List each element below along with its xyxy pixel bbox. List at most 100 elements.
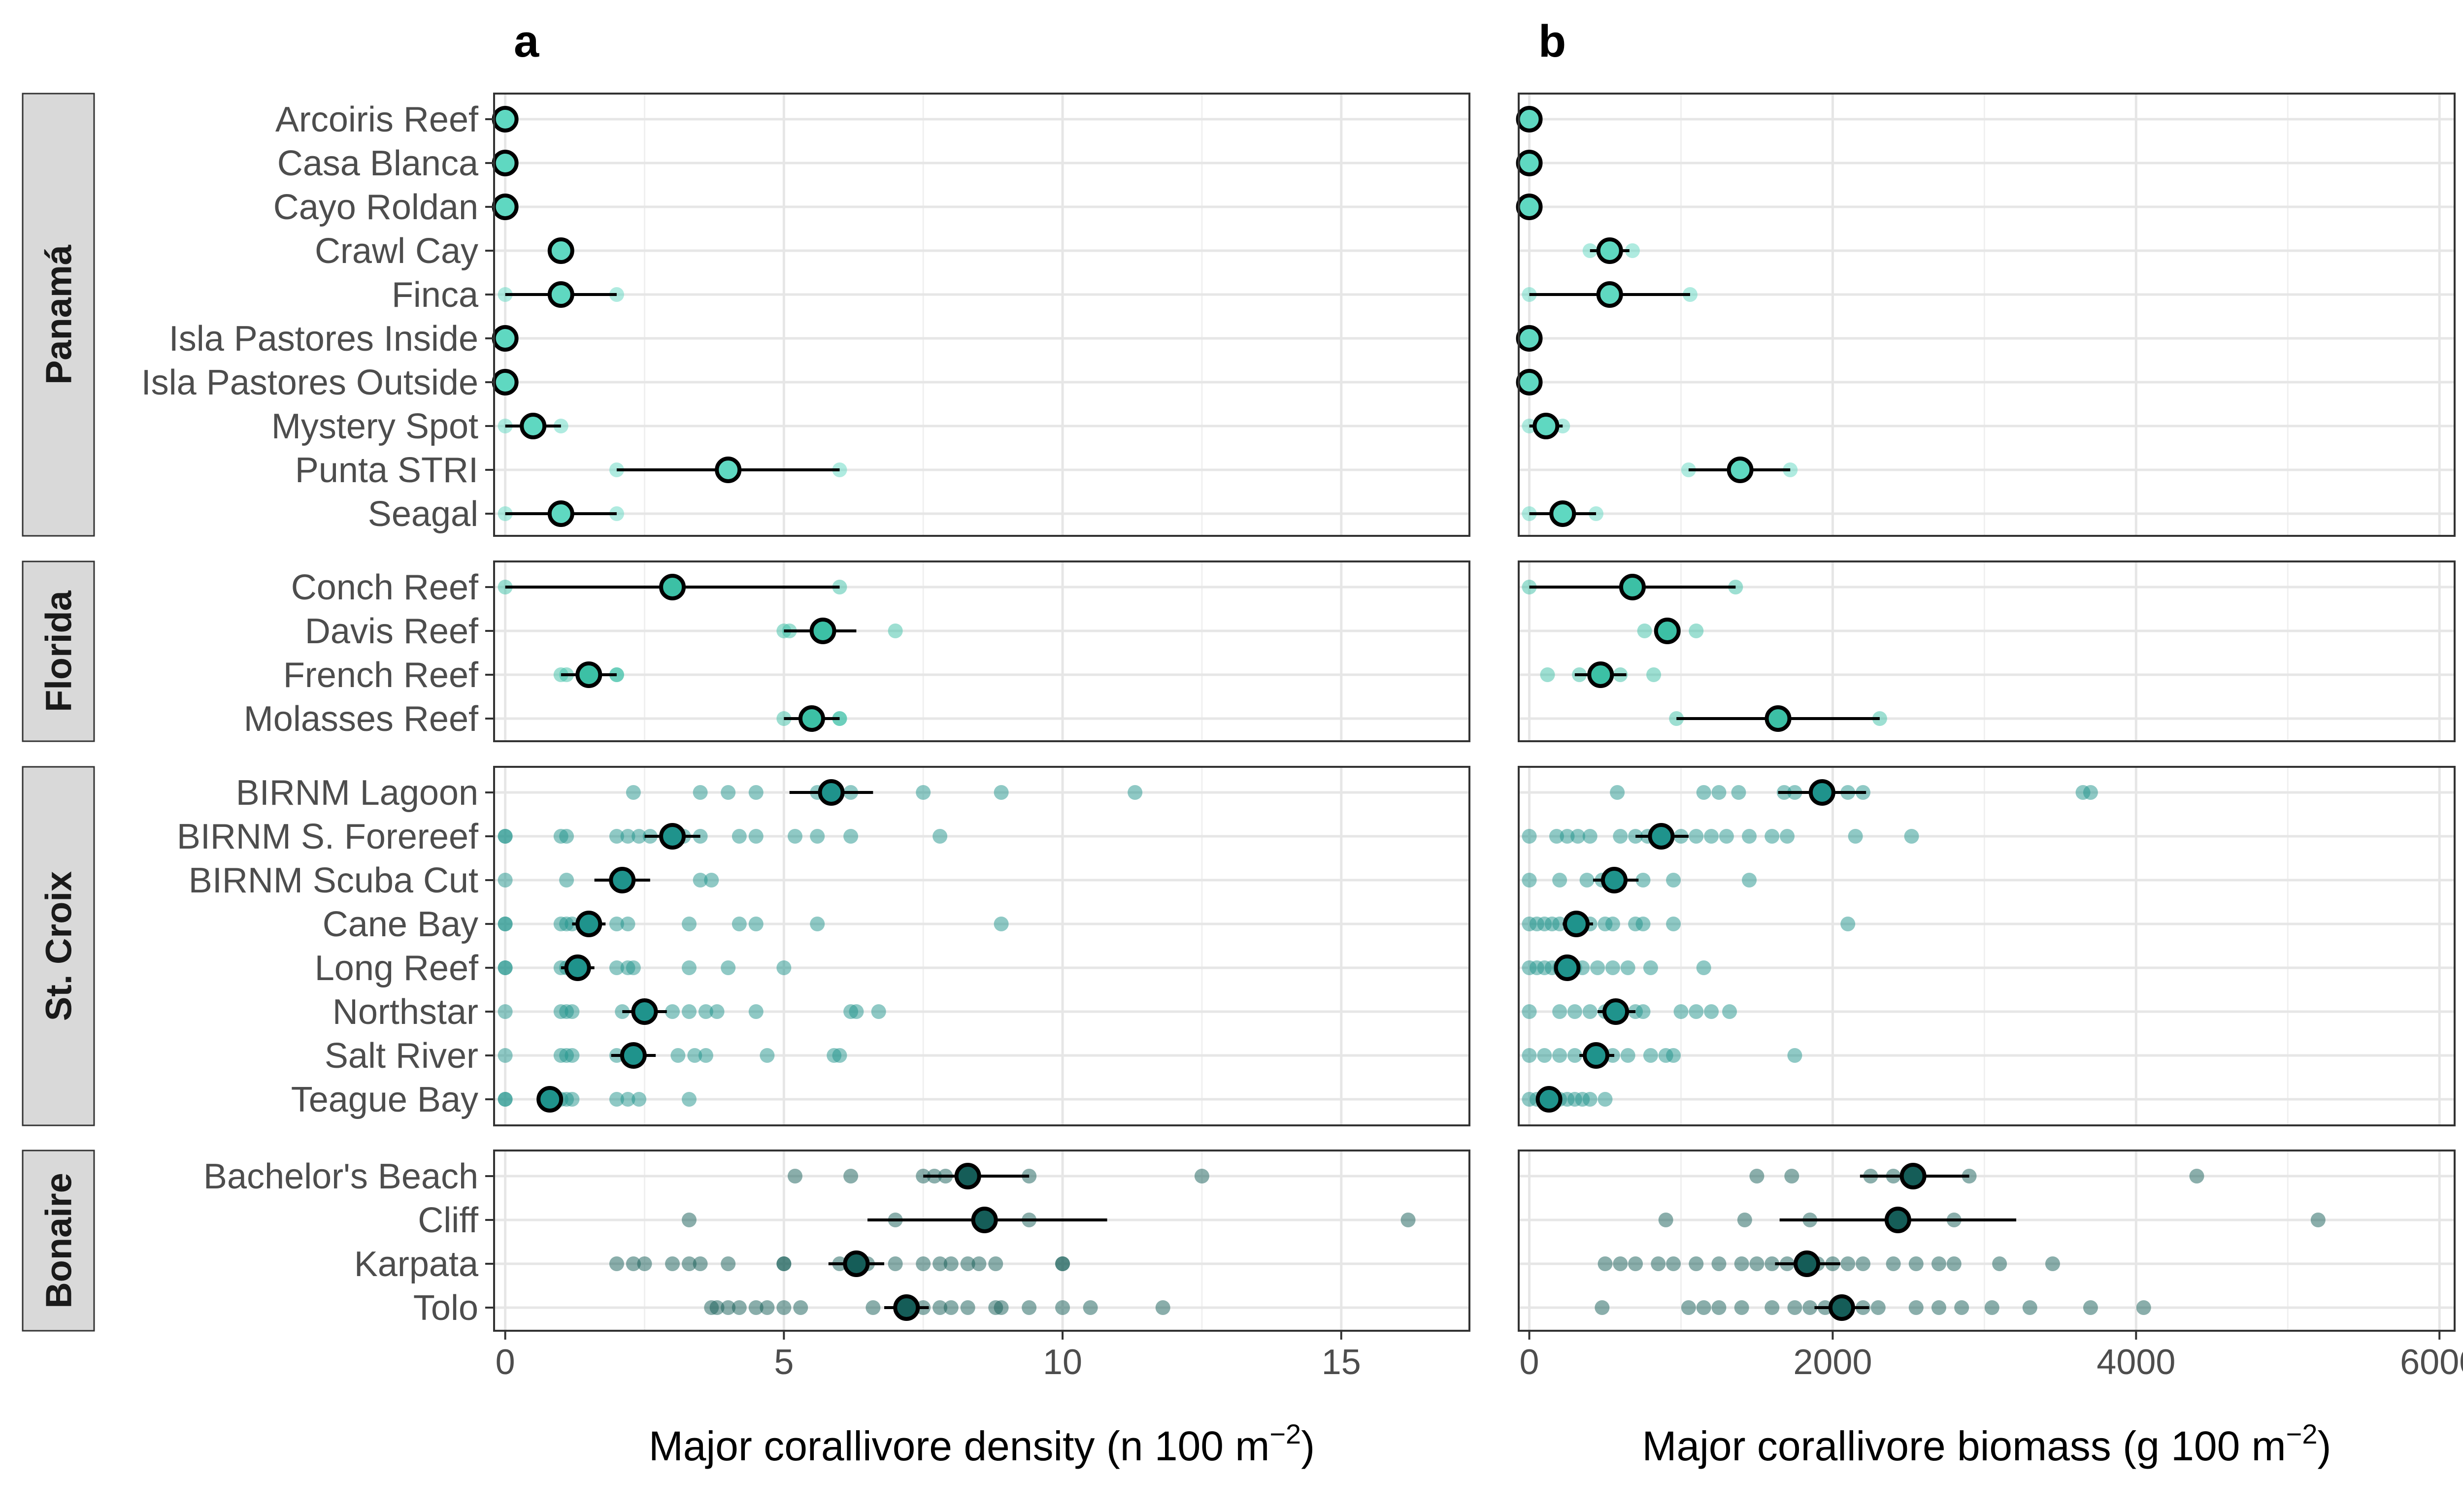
mean-point [1764, 705, 1792, 732]
raw-point [1022, 1300, 1037, 1315]
site-label-birnm-scuba-cut: BIRNM Scuba Cut [189, 861, 478, 900]
raw-point [1931, 1300, 1946, 1315]
raw-point [1689, 829, 1704, 844]
panel-border [493, 766, 1470, 1126]
raw-point [1552, 917, 1567, 931]
mean-point [492, 325, 519, 352]
raw-point [760, 1300, 775, 1315]
raw-point [620, 829, 635, 844]
raw-point [1784, 1169, 1799, 1183]
raw-point [665, 1004, 680, 1019]
raw-point [1635, 873, 1651, 887]
mean-point [798, 705, 825, 732]
site-label-casa-blanca: Casa Blanca [277, 144, 479, 183]
raw-point [932, 1300, 948, 1315]
panel-background [494, 561, 1469, 741]
x-tick-label: 6000 [2400, 1343, 2463, 1382]
raw-point [1628, 1256, 1643, 1271]
mean-point [609, 867, 636, 893]
raw-point [1522, 1048, 1537, 1063]
raw-point [1605, 960, 1620, 975]
mean-point [1648, 823, 1675, 850]
mean-point [1516, 194, 1543, 220]
panel-border [1518, 1150, 2456, 1332]
x-axis-title-tail: ) [1301, 1423, 1315, 1469]
mean-point [1602, 998, 1630, 1025]
raw-point [1689, 624, 1704, 638]
raw-point [1522, 873, 1537, 887]
site-label-punta-stri: Punta STRI [295, 451, 478, 490]
mean-point [1596, 281, 1623, 308]
raw-point [626, 1256, 641, 1271]
raw-point [693, 785, 708, 800]
mean-point [659, 574, 686, 600]
mean-point [1516, 106, 1543, 132]
raw-point [1666, 917, 1681, 931]
raw-point [609, 917, 624, 931]
raw-point [1764, 1256, 1780, 1271]
raw-point [888, 1256, 903, 1271]
raw-point [1567, 1004, 1582, 1019]
site-label-teague-bay: Teague Bay [291, 1080, 478, 1119]
x-tick-label: 0 [496, 1343, 515, 1382]
site-label-conch-reef: Conch Reef [291, 568, 479, 607]
raw-point [1552, 1048, 1567, 1063]
mean-point [1549, 500, 1576, 527]
x-axis-title-main: Major corallivore biomass (g 100 m [1642, 1423, 2286, 1469]
raw-point [1582, 829, 1598, 844]
raw-point [1904, 829, 1919, 844]
raw-point [832, 1048, 847, 1063]
facet-strip-panam [22, 93, 95, 537]
raw-point [732, 917, 747, 931]
mean-point [1828, 1294, 1855, 1321]
panel-border [1518, 93, 2456, 537]
raw-point [776, 1300, 792, 1315]
panel-border [493, 560, 1470, 742]
site-label-cayo-roldan: Cayo Roldan [273, 188, 478, 227]
raw-point [632, 829, 647, 844]
raw-point [2310, 1213, 2326, 1227]
raw-point [1840, 1256, 1856, 1271]
site-label-bachelor-s-beach: Bachelor's Beach [203, 1157, 478, 1196]
mean-point [1899, 1163, 1927, 1189]
mean-point [1587, 661, 1614, 688]
raw-point [1610, 785, 1625, 800]
raw-point [871, 1004, 886, 1019]
site-label-french-reef: French Reef [283, 656, 479, 695]
raw-point [1719, 829, 1734, 844]
raw-point [709, 1300, 725, 1315]
text-layer: Panamá Florida St. Croix Bonaire a Arcoiris R… [38, 16, 2463, 1469]
raw-point [1764, 1300, 1780, 1315]
raw-point [1055, 1256, 1070, 1271]
raw-point [498, 917, 513, 931]
raw-point [626, 960, 641, 975]
raw-point [1522, 1004, 1537, 1019]
mean-point [971, 1207, 998, 1233]
raw-point [1870, 1300, 1886, 1315]
raw-point [1954, 1300, 1969, 1315]
mean-point [1727, 457, 1754, 483]
mean-point [1654, 618, 1681, 644]
raw-point [960, 1256, 975, 1271]
raw-point [721, 785, 736, 800]
raw-point [682, 960, 697, 975]
raw-point [943, 1256, 959, 1271]
site-label-salt-river: Salt River [325, 1036, 478, 1076]
raw-point [1579, 873, 1595, 887]
x-tick-label: 5 [774, 1343, 794, 1382]
site-label-molasses-reef: Molasses Reef [244, 699, 479, 739]
raw-point [1734, 1300, 1749, 1315]
raw-point [1552, 1004, 1567, 1019]
raw-point [1155, 1300, 1170, 1315]
raw-point [988, 1256, 1003, 1271]
raw-point [559, 873, 574, 887]
raw-point [1637, 624, 1652, 638]
raw-point [1742, 829, 1757, 844]
raw-point [1742, 873, 1757, 887]
facet-strip-label: Panamá [38, 244, 79, 385]
raw-point [1598, 1092, 1613, 1107]
site-label-isla-pastores-outside: Isla Pastores Outside [141, 363, 478, 402]
panel-border [1518, 766, 2456, 1126]
raw-point [1598, 1256, 1613, 1271]
raw-point [1737, 1213, 1752, 1227]
